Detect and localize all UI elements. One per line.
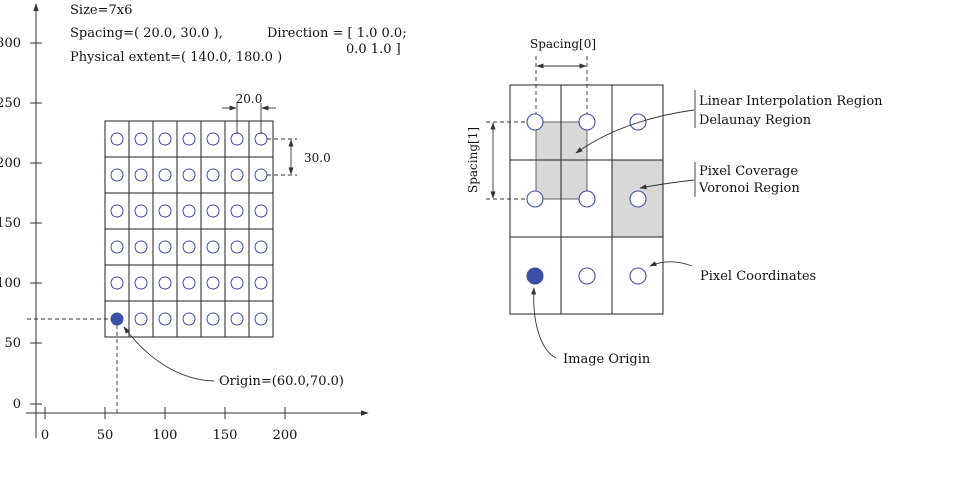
pixel-center	[182, 204, 196, 218]
pixel-center	[110, 168, 124, 182]
pixel-center	[206, 132, 220, 146]
pixel-coverage-label: Pixel Coverage	[699, 164, 798, 179]
pixel-center	[254, 204, 268, 218]
pixel-centers	[110, 132, 268, 326]
spacing1-dimension: Spacing[1]	[466, 121, 528, 200]
pixel-center	[134, 132, 148, 146]
pixel-center	[254, 132, 268, 146]
pixel-grid-3x3	[509, 84, 664, 315]
y-tick-label: 0	[13, 397, 21, 412]
spacing-x-value: 20.0	[236, 92, 263, 106]
pixel-center	[134, 240, 148, 254]
pixel-center	[182, 312, 196, 326]
pixel-center	[158, 276, 172, 290]
origin-pixel-dot	[110, 312, 124, 326]
x-tick-label: 0	[41, 428, 49, 443]
pixel-center	[110, 204, 124, 218]
pixel-center	[254, 276, 268, 290]
image-origin-dot	[526, 267, 544, 285]
pixel-center	[578, 190, 596, 208]
spacing0-dimension: Spacing[0]	[530, 37, 596, 114]
pixel-coordinates-label: Pixel Coordinates	[700, 269, 816, 284]
pixel-coordinates-pointer	[649, 261, 693, 267]
spacing0-label: Spacing[0]	[530, 37, 596, 51]
pixel-center	[158, 132, 172, 146]
y-tick-label: 300	[0, 36, 21, 51]
direction-label: Direction = [ 1.0 0.0;	[267, 26, 407, 41]
pixel-center	[158, 240, 172, 254]
y-tick-label: 100	[0, 276, 21, 291]
pixel-center	[629, 267, 647, 285]
x-tick-label: 200	[273, 428, 298, 443]
image-origin-pointer	[531, 287, 557, 359]
linear-interpolation-label: Linear Interpolation Region	[699, 94, 883, 109]
pixel-center	[230, 132, 244, 146]
pixel-center	[230, 276, 244, 290]
y-tick-label: 50	[4, 336, 21, 351]
spacing-y-dimension: 30.0	[267, 138, 331, 176]
pixel-center	[230, 240, 244, 254]
y-axis-ticks: 0 50 100 150 200 250 300	[0, 36, 42, 412]
pixel-center	[134, 204, 148, 218]
pixel-center	[254, 168, 268, 182]
spacing-y-value: 30.0	[304, 151, 331, 165]
spacing1-label: Spacing[1]	[466, 127, 480, 193]
extent-label: Physical extent=( 140.0, 180.0 )	[70, 50, 282, 65]
pixel-center	[182, 132, 196, 146]
pixel-center	[230, 312, 244, 326]
linear-interpolation-callout: Linear Interpolation Region Delaunay Reg…	[575, 90, 883, 154]
pixel-center	[206, 240, 220, 254]
direction-label-line2: 0.0 1.0 ]	[346, 42, 401, 57]
pixel-center	[110, 276, 124, 290]
voronoi-label: Voronoi Region	[698, 181, 800, 196]
pixel-center	[110, 132, 124, 146]
pixel-center	[158, 312, 172, 326]
x-tick-label: 150	[213, 428, 238, 443]
pixel-center	[110, 240, 124, 254]
y-tick-label: 250	[0, 96, 21, 111]
pixel-center	[230, 168, 244, 182]
x-axis-ticks: 0 50 100 150 200	[41, 407, 298, 443]
pixel-center	[578, 113, 596, 131]
pixel-center	[526, 113, 544, 131]
y-tick-label: 150	[0, 216, 21, 231]
pixel-center	[182, 240, 196, 254]
x-tick-label: 50	[97, 428, 114, 443]
y-tick-label: 200	[0, 156, 21, 171]
spacing-label: Spacing=( 20.0, 30.0 ),	[70, 26, 223, 41]
right-panel: Spacing[0] Spacing[1] Linear Interpolati…	[466, 37, 883, 367]
pixel-center	[158, 204, 172, 218]
pixel-center	[206, 204, 220, 218]
pixel-centers-3x3	[526, 113, 647, 285]
pixel-center	[134, 276, 148, 290]
pixel-coverage-callout: Pixel Coverage Voronoi Region	[639, 162, 800, 197]
size-label: Size=7x6	[70, 3, 132, 18]
delaunay-label: Delaunay Region	[699, 113, 812, 128]
origin-label: Origin=(60.0,70.0)	[219, 374, 344, 389]
pixel-center	[158, 168, 172, 182]
image-origin-label: Image Origin	[563, 352, 651, 367]
origin-pointer	[123, 326, 215, 382]
pixel-center	[254, 240, 268, 254]
pixel-center	[206, 168, 220, 182]
pixel-center	[134, 312, 148, 326]
pixel-grid	[104, 120, 274, 338]
pixel-center	[629, 190, 647, 208]
pixel-center	[578, 267, 596, 285]
pixel-center	[206, 312, 220, 326]
pixel-center	[182, 168, 196, 182]
pixel-center	[134, 168, 148, 182]
pixel-center	[182, 276, 196, 290]
pixel-center	[526, 190, 544, 208]
x-tick-label: 100	[153, 428, 178, 443]
spacing-x-dimension: 20.0	[222, 92, 276, 134]
left-panel: 0 50 100 150 200 250 300 0 50 100 150 20…	[0, 3, 407, 443]
pixel-center	[230, 204, 244, 218]
pixel-center	[206, 276, 220, 290]
pixel-center	[254, 312, 268, 326]
